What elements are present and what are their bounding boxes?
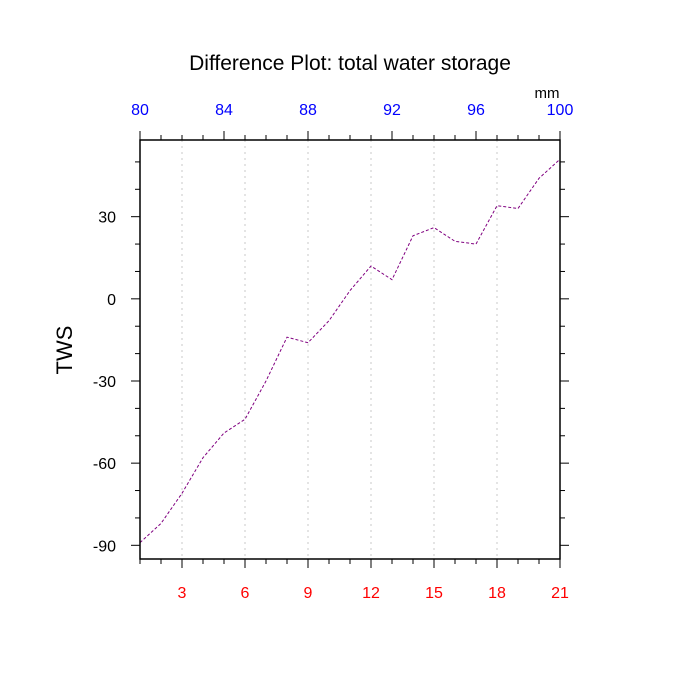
y-tick-label: -30 — [93, 374, 116, 391]
top-tick-label: 92 — [383, 102, 401, 119]
axis-tick-labels: 3 6 9 12 15 18 21 80 84 88 92 96 100 -90 -60 -30 0 30 — [93, 102, 574, 602]
axis-ticks — [131, 131, 569, 568]
y-tick-label: 0 — [107, 292, 116, 309]
y-tick-label: 30 — [98, 210, 116, 227]
bottom-tick-label: 18 — [488, 585, 506, 602]
plot-frame — [139, 139, 561, 560]
bottom-tick-label: 21 — [551, 585, 569, 602]
top-tick-label: 84 — [215, 102, 233, 119]
top-tick-label: 80 — [131, 102, 149, 119]
chart-title: Difference Plot: total water storage — [189, 52, 511, 75]
top-tick-label: 96 — [467, 102, 485, 119]
y-tick-label: -90 — [93, 538, 116, 555]
top-tick-label: 100 — [547, 102, 574, 119]
top-tick-label: 88 — [299, 102, 317, 119]
bottom-tick-label: 12 — [362, 585, 380, 602]
bottom-tick-label: 3 — [178, 585, 187, 602]
series-line — [139, 158, 561, 543]
y-axis-label: TWS — [52, 326, 77, 375]
y-tick-label: -60 — [93, 456, 116, 473]
bottom-tick-label: 9 — [304, 585, 313, 602]
bottom-tick-label: 15 — [425, 585, 443, 602]
bottom-tick-label: 6 — [241, 585, 250, 602]
top-axis-unit: mm — [535, 85, 560, 102]
series-group — [139, 158, 561, 543]
vertical-gridlines — [181, 140, 498, 559]
